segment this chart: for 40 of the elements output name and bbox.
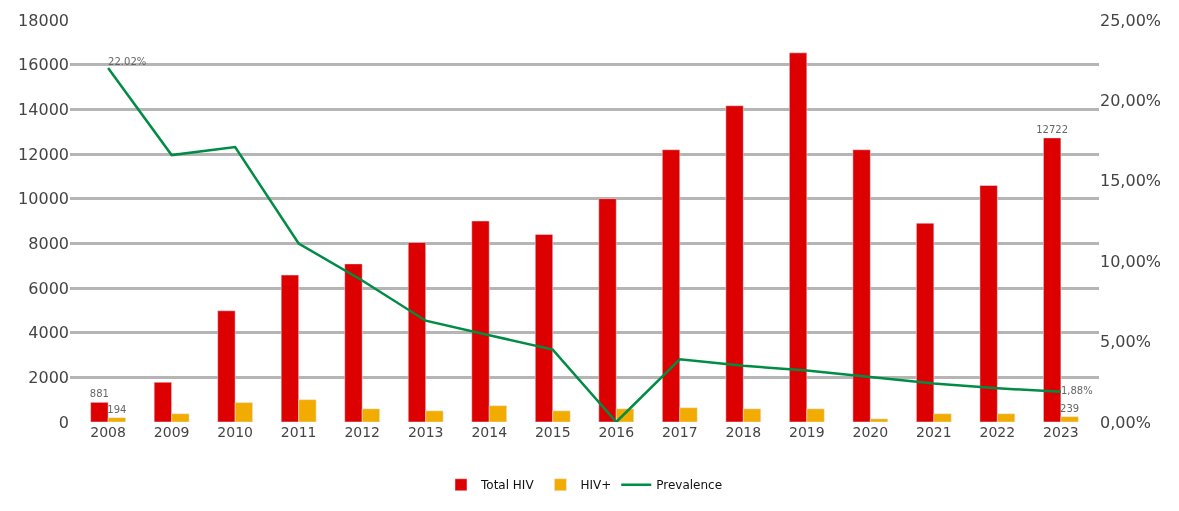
y-tick-label: 0 [58,412,69,432]
x-tick-label: 2019 [788,424,825,440]
data-label: 194 [107,403,127,415]
x-tick-label: 2021 [916,424,952,440]
x-tick-label: 2017 [661,424,698,440]
y2-tick-label: 10,00% [1100,251,1162,271]
y2-tick-label: 5,00% [1100,332,1151,352]
y-tick-label: 8000 [28,233,69,253]
x-tick-label: 2013 [407,424,444,440]
x-tick-label: 2010 [217,424,253,440]
x-tick-label: 2018 [725,424,762,440]
y-tick-label: 10000 [18,189,69,209]
y2-tick-label: 25,00% [1100,10,1162,30]
y-tick-label: 4000 [28,323,69,343]
x-tick-label: 2016 [598,424,635,440]
data-label: 12722 [1036,123,1069,135]
data-label: 881 [89,388,109,400]
x-tick-label: 2022 [979,424,1016,440]
x-tick-label: 2009 [153,424,190,440]
legend-label: Prevalence [656,478,723,493]
y-tick-label: 12000 [18,144,69,164]
x-tick-label: 2011 [280,424,317,440]
x-tick-label: 2023 [1043,424,1079,440]
legend-label: Total HIV [480,478,535,493]
y-tick-label: 6000 [28,278,69,298]
x-tick-label: 2012 [344,424,381,440]
x-tick-label: 2014 [471,424,508,440]
y-tick-label: 2000 [28,367,69,387]
legend-label: HIV+ [580,478,612,493]
y-tick-label: 16000 [18,55,69,75]
y-tick-label: 14000 [18,99,69,119]
x-tick-label: 2008 [90,424,126,440]
y-tick-label: 18000 [18,10,69,30]
x-tick-label: 2015 [534,424,571,440]
y2-tick-label: 15,00% [1100,171,1162,191]
x-tick-label: 2020 [852,424,889,440]
y2-tick-label: 20,00% [1100,91,1162,110]
y2-tick-label: 0,00% [1100,412,1151,432]
data-label: 1,88% [1060,385,1093,397]
data-label: 22.02% [108,56,147,68]
